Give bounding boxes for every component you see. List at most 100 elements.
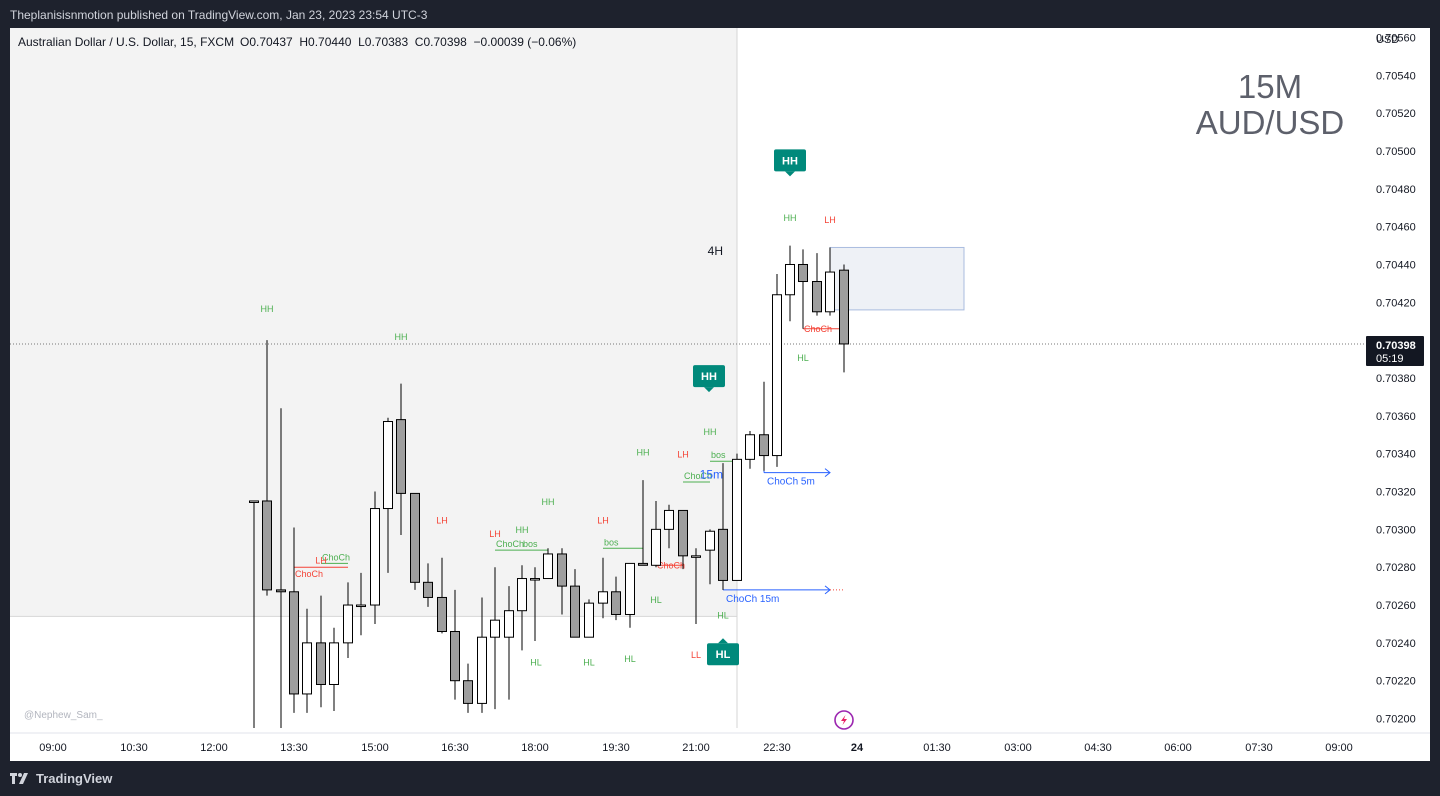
candle bbox=[732, 453, 742, 581]
candle-body bbox=[423, 581, 433, 598]
watermark-symbol: AUD/USD bbox=[1196, 104, 1345, 141]
candle-body bbox=[598, 591, 608, 604]
candle bbox=[785, 245, 795, 322]
candle-body bbox=[543, 553, 553, 580]
candle-body bbox=[785, 263, 795, 296]
candle bbox=[798, 249, 808, 329]
price-tick: 0.70360 bbox=[1376, 411, 1416, 423]
candle-body bbox=[798, 263, 808, 283]
price-tick: 0.70200 bbox=[1376, 714, 1416, 726]
candle bbox=[396, 383, 406, 536]
candle bbox=[437, 557, 447, 634]
time-tick: 03:00 bbox=[1004, 742, 1032, 754]
swing-label: HH bbox=[637, 448, 650, 458]
candle bbox=[530, 567, 540, 641]
candle bbox=[329, 627, 339, 711]
candle-body bbox=[530, 578, 540, 581]
candle-body bbox=[383, 421, 393, 510]
candle-body bbox=[396, 419, 406, 494]
swing-label: HH bbox=[784, 213, 797, 223]
candle bbox=[262, 340, 272, 596]
candle-body bbox=[504, 610, 514, 638]
structure-label: ChoCh bbox=[684, 471, 712, 481]
candle bbox=[772, 273, 782, 467]
candle-body bbox=[410, 492, 420, 583]
candle-body bbox=[316, 642, 326, 685]
candle-body bbox=[477, 636, 487, 704]
time-tick: 04:30 bbox=[1084, 742, 1112, 754]
price-tick: 0.70220 bbox=[1376, 676, 1416, 688]
countdown-timer: 05:19 bbox=[1376, 353, 1404, 365]
price-tick: 0.70540 bbox=[1376, 70, 1416, 82]
candle-body bbox=[490, 619, 500, 638]
swing-label: HL bbox=[650, 595, 662, 605]
candle bbox=[450, 589, 460, 700]
replay-icon[interactable] bbox=[834, 710, 854, 730]
candle bbox=[759, 381, 769, 471]
candle-body bbox=[611, 591, 621, 615]
labels-layer: HH HH LH LH LH HH HH LH HH LH HH HH LH HL HL HL HL HL HL LL… bbox=[261, 149, 836, 668]
price-tick: 0.70260 bbox=[1376, 600, 1416, 612]
price-tick: 0.70240 bbox=[1376, 638, 1416, 650]
time-tick: 21:00 bbox=[682, 742, 710, 754]
structure-label: bos bbox=[523, 539, 538, 549]
chart-frame[interactable]: ChoCh ChoCh ChoCh bos bos ChoCh ChoCh bos ChoCh C… bbox=[10, 28, 1430, 761]
swing-label: HL bbox=[717, 610, 729, 620]
time-axis: 09:00 10:30 12:00 13:30 15:00 16:30 18:00 19:30… bbox=[10, 732, 1430, 754]
candle bbox=[490, 567, 500, 710]
candle-body bbox=[450, 631, 460, 682]
chart-title: Australian Dollar / U.S. Dollar, 15, FXC… bbox=[18, 35, 234, 49]
swing-label: HH bbox=[542, 497, 555, 507]
candle bbox=[383, 417, 393, 573]
last-price-value: 0.70398 bbox=[1376, 340, 1416, 352]
swing-label: HL bbox=[530, 658, 542, 668]
swing-label: HH bbox=[261, 304, 274, 314]
candle-body bbox=[625, 562, 635, 615]
candle bbox=[625, 562, 635, 628]
legend-layer: Australian Dollar / U.S. Dollar, 15, FXC… bbox=[18, 35, 576, 721]
brand-name: TradingView bbox=[36, 771, 113, 786]
swing-label: HL bbox=[797, 353, 809, 363]
price-tick: 0.70280 bbox=[1376, 562, 1416, 574]
price-tick: 0.70560 bbox=[1376, 32, 1416, 44]
candle bbox=[839, 264, 849, 373]
candle-body bbox=[437, 596, 447, 633]
candle bbox=[410, 492, 420, 590]
arrow-head bbox=[824, 468, 831, 477]
candle bbox=[370, 491, 380, 624]
callout-box bbox=[774, 149, 806, 172]
candle-body bbox=[463, 680, 473, 704]
candle-body bbox=[289, 591, 299, 695]
candle bbox=[557, 548, 567, 615]
candle bbox=[598, 557, 608, 619]
candle-body bbox=[570, 585, 580, 638]
callout-badge: HL bbox=[707, 638, 739, 666]
time-tick: 09:00 bbox=[1325, 742, 1353, 754]
candle-body bbox=[705, 530, 715, 551]
candles-layer bbox=[249, 245, 849, 728]
candle bbox=[477, 597, 487, 713]
ohlc-legend: O0.70437 H0.70440 L0.70383 C0.70398 −0.0… bbox=[240, 35, 576, 49]
price-tick: 0.70520 bbox=[1376, 108, 1416, 120]
time-tick: 19:30 bbox=[602, 742, 630, 754]
time-tick: 07:30 bbox=[1245, 742, 1273, 754]
candle-body bbox=[584, 602, 594, 638]
candle-body bbox=[772, 294, 782, 457]
candle bbox=[504, 586, 514, 700]
swing-label: HL bbox=[624, 654, 636, 664]
candle bbox=[825, 247, 835, 316]
price-tick: 0.70420 bbox=[1376, 297, 1416, 309]
time-tick: 10:30 bbox=[120, 742, 148, 754]
candle bbox=[543, 548, 553, 580]
candle bbox=[705, 529, 715, 585]
time-tick: 22:30 bbox=[763, 742, 791, 754]
price-tick: 0.70480 bbox=[1376, 184, 1416, 196]
candle-body bbox=[651, 528, 661, 566]
time-tick: 15:00 bbox=[361, 742, 389, 754]
candle bbox=[570, 569, 580, 638]
swing-label: HH bbox=[704, 427, 717, 437]
callout-pointer bbox=[718, 638, 728, 644]
